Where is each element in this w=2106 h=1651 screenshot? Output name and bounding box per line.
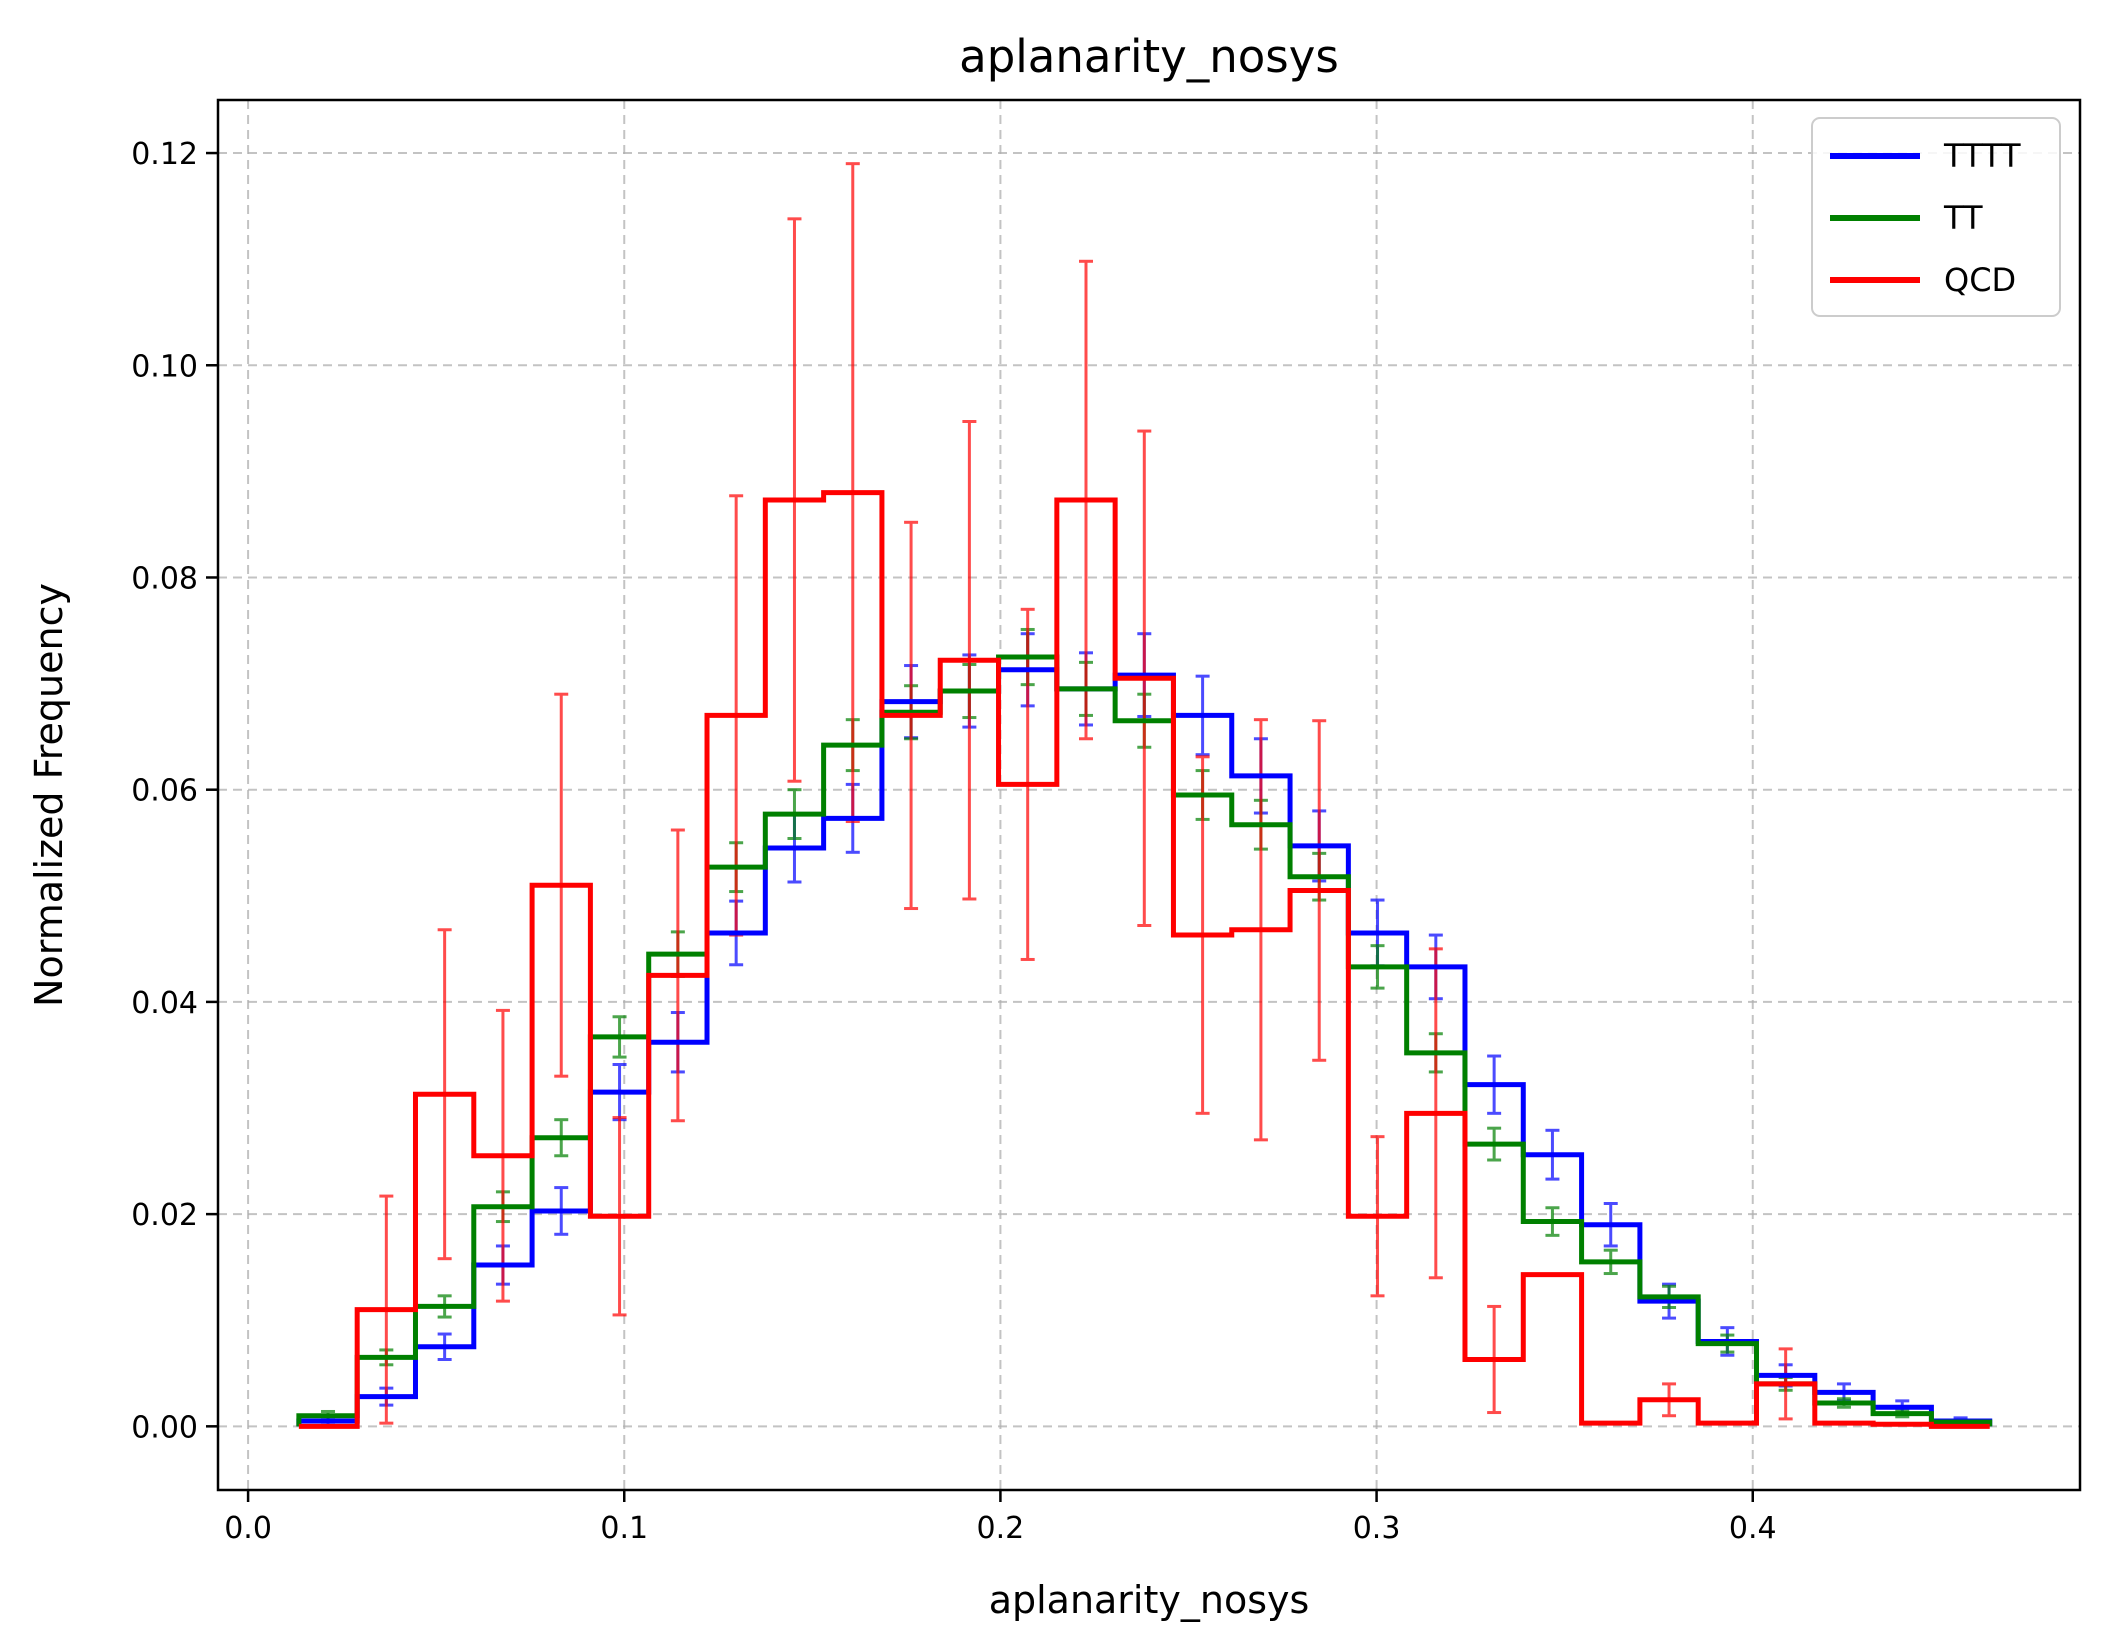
plot-frame [216,98,2082,1492]
qcd-legend-label: QCD [1944,261,2016,299]
y-tick-label: 0.12 [131,137,198,172]
x-tick-label: 0.1 [600,1511,648,1546]
chart-title: aplanarity_nosys [959,30,1339,83]
x-tick-label: 0.0 [224,1511,272,1546]
y-tick-label: 0.08 [131,561,198,596]
y-axis-label: Normalized Frequency [27,583,71,1007]
x-tick-label: 0.3 [1353,1511,1401,1546]
y-tick-label: 0.02 [131,1198,198,1233]
qcd-histogram [298,490,1990,1429]
y-tick-label: 0.04 [131,986,198,1021]
grid-lines [218,100,2080,1490]
axis-ticks: 0.0 0.1 0.2 0.3 0.4 0.00 0.02 0.04 0.06 0.08 0.10 0… [131,137,1776,1546]
histogram-steps [296,490,1993,1429]
y-tick-label: 0.10 [131,349,198,384]
y-tick-label: 0.00 [131,1410,198,1445]
x-tick-label: 0.4 [1729,1511,1777,1546]
y-tick-label: 0.06 [131,774,198,809]
x-axis-label: aplanarity_nosys [989,1578,1310,1622]
legend-box [1811,117,2061,317]
tttt-legend-label: TTTT [1943,137,2021,175]
x-tick-label: 0.2 [977,1511,1025,1546]
tt-legend-label: TT [1943,199,1983,237]
tt-histogram [296,654,1993,1427]
